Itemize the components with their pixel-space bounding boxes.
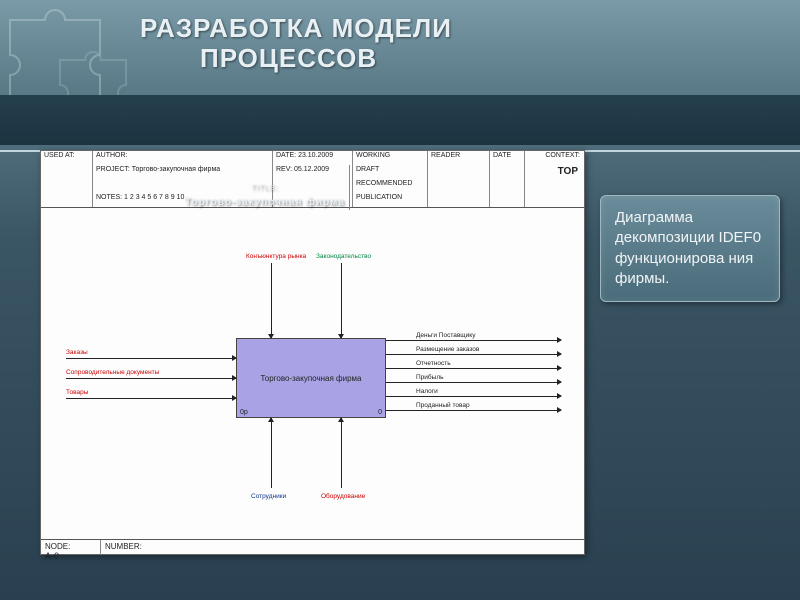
hdr-date: DATE: 23.10.2009 (273, 151, 353, 165)
dark-band (0, 95, 800, 145)
block-corner-r: 0 (378, 409, 382, 416)
arrow-label: Оборудование (321, 493, 365, 500)
hdr-context-lbl: CONTEXT: (525, 151, 584, 165)
idef0-block: Торгово-закупочная фирма 0p 0 (236, 338, 386, 418)
arrow-label: Заказы (66, 349, 88, 356)
arrow-label: Деньги Поставщику (416, 332, 475, 339)
arrow-line (386, 368, 561, 369)
arrow-label: Товары (66, 389, 88, 396)
hdr-context: TOP (525, 165, 584, 179)
arrow-label: Конъюнктура рынка (246, 253, 306, 260)
title-line-2: ПРОЦЕССОВ (140, 43, 377, 73)
arrow-line (386, 354, 561, 355)
hdr-status-0: WORKING (353, 151, 428, 165)
hdr-reader: READER (428, 151, 490, 165)
slide-title: РАЗРАБОТКА МОДЕЛИ ПРОЦЕССОВ (140, 14, 452, 74)
block-corner-l: 0p (240, 409, 248, 416)
arrow-label: Законодательство (316, 253, 371, 260)
hdr-status-2: RECOMMENDED (353, 179, 428, 193)
diagram-footer: NODE:A-0 TITLE: Торгово-закупочная фирма… (41, 539, 584, 555)
arrow-line (66, 358, 236, 359)
arrow-line (66, 378, 236, 379)
arrow-line (271, 263, 272, 338)
hdr-status-1: DRAFT (353, 165, 428, 179)
title-line-1: РАЗРАБОТКА МОДЕЛИ (140, 13, 452, 43)
arrow-label: Отчетность (416, 360, 451, 367)
ftr-title: TITLE: Торгово-закупочная фирма (181, 165, 350, 210)
hdr-used-at: USED AT: (41, 151, 93, 165)
block-label: Торгово-закупочная фирма (261, 374, 362, 383)
arrow-label: Сотрудники (251, 493, 286, 500)
idef0-diagram: USED AT: AUTHOR: DATE: 23.10.2009 WORKIN… (40, 150, 585, 555)
arrow-label: Размещение заказов (416, 346, 479, 353)
hdr-date2: DATE (490, 151, 525, 165)
arrow-line (386, 396, 561, 397)
hdr-status-3: PUBLICATION (353, 193, 428, 207)
caption-box: Диаграмма декомпозиции IDEF0 функциониро… (600, 195, 780, 302)
hdr-author: AUTHOR: (93, 151, 273, 165)
ftr-number: NUMBER: (101, 540, 201, 555)
arrow-label: Прибыль (416, 374, 444, 381)
arrow-line (386, 382, 561, 383)
arrow-label: Проданный товар (416, 402, 470, 409)
arrow-line (66, 398, 236, 399)
caption-text: Диаграмма декомпозиции IDEF0 функциониро… (615, 209, 761, 287)
arrow-line (386, 410, 561, 411)
arrow-label: Налоги (416, 388, 438, 395)
arrow-label: Сопроводительные документы (66, 369, 159, 376)
ftr-node: NODE:A-0 (41, 540, 101, 555)
diagram-canvas: Торгово-закупочная фирма 0p 0 Заказы Сопр… (41, 208, 584, 539)
arrow-line (341, 418, 342, 488)
arrow-line (341, 263, 342, 338)
arrow-line (386, 340, 561, 341)
arrow-line (271, 418, 272, 488)
